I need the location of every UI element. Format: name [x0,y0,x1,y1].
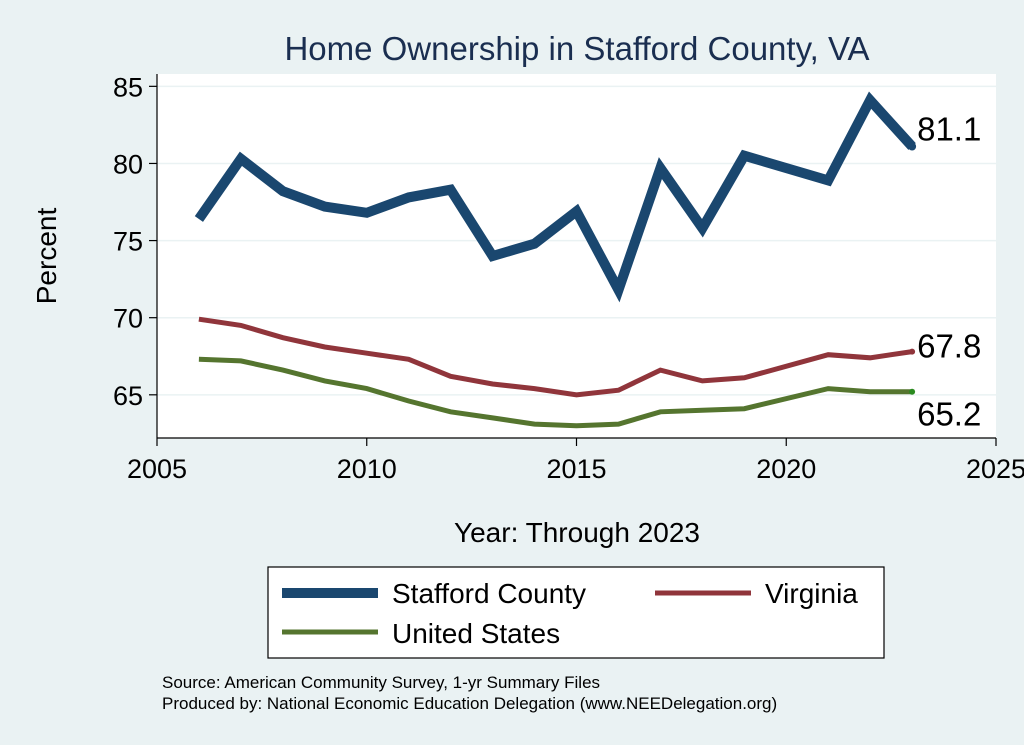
end-labels: 81.1 67.8 65.2 [917,110,981,432]
end-marker-united-states [909,388,916,395]
end-label-united-states: 65.2 [917,396,981,433]
y-tick-label: 70 [113,304,143,334]
y-tick-label: 65 [113,381,143,411]
y-tick-label: 80 [113,149,143,179]
end-label-stafford-county: 81.1 [917,110,981,147]
legend-label-stafford-county: Stafford County [392,578,586,609]
x-tick-label: 2010 [337,454,397,484]
chart-title: Home Ownership in Stafford County, VA [284,30,869,67]
x-tick-label: 2005 [127,454,187,484]
series-lines [194,91,917,429]
end-label-virginia: 67.8 [917,328,981,365]
legend-label-united-states: United States [392,618,560,649]
end-marker-stafford-county [908,142,917,151]
gridlines [157,85,996,396]
x-tick-label: 2020 [756,454,816,484]
legend-label-virginia: Virginia [765,578,858,609]
series-line-virginia [198,316,913,398]
series-line-stafford-county [194,91,916,303]
producer-note: Produced by: National Economic Education… [162,694,777,713]
x-ticks: 2005 2010 2015 2020 2025 [127,438,1024,484]
series-line-united-states [198,356,913,429]
x-tick-label: 2015 [546,454,606,484]
x-tick-label: 2025 [966,454,1024,484]
y-axis-label: Percent [31,208,62,305]
x-axis-label: Year: Through 2023 [454,517,700,548]
legend: Stafford County Virginia United States [267,566,885,659]
legend-box [267,566,885,659]
y-ticks: 65 70 75 80 85 [113,72,157,411]
y-tick-label: 85 [113,72,143,102]
plot-area [157,74,996,438]
y-tick-label: 75 [113,227,143,257]
source-note: Source: American Community Survey, 1-yr … [162,673,600,692]
end-marker-virginia [909,348,916,355]
